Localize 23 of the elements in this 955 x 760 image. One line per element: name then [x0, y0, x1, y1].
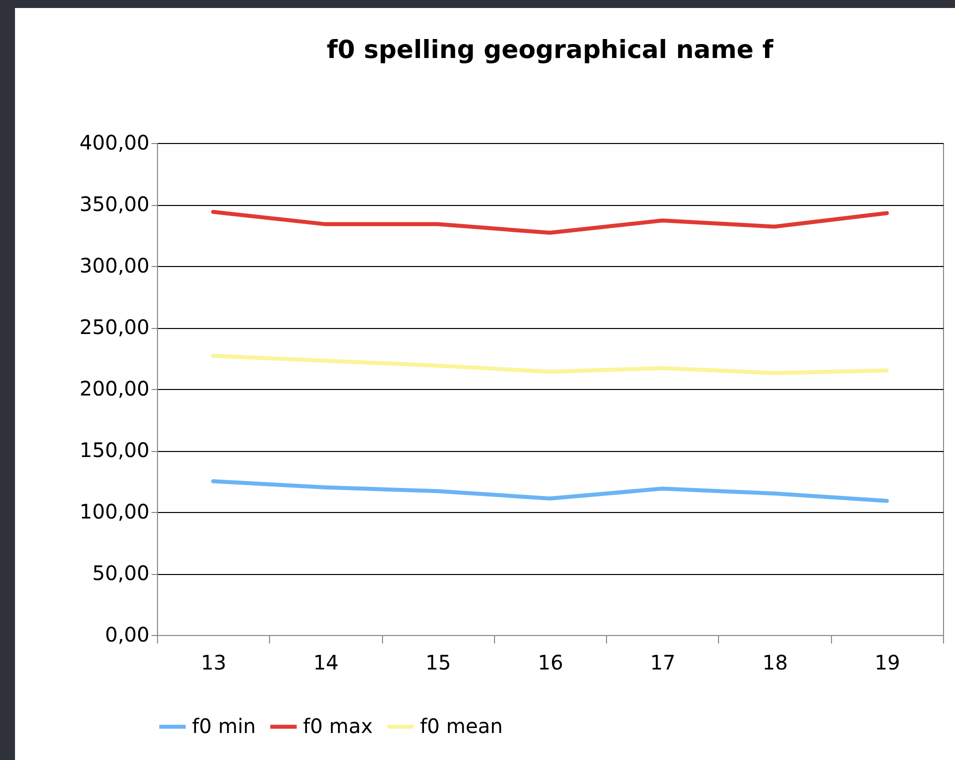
y-tick-label: 50,00 [92, 561, 150, 585]
x-tick-label: 16 [538, 650, 564, 674]
line-series [211, 354, 889, 376]
y-tick-label: 150,00 [80, 438, 150, 462]
chart-title: f0 spelling geographical name f [326, 35, 774, 64]
y-tick-label: 400,00 [80, 130, 150, 154]
x-tick-label: 18 [762, 650, 788, 674]
y-tick-label: 0,00 [104, 622, 150, 646]
x-tick-label: 19 [874, 650, 900, 674]
y-tick-label: 100,00 [80, 500, 150, 524]
y-tick-label: 350,00 [80, 192, 150, 216]
x-tick-label: 13 [200, 650, 226, 674]
line-series [211, 210, 889, 235]
x-tick-label: 15 [425, 650, 451, 674]
legend-label: f0 min [192, 714, 256, 738]
y-tick-label: 300,00 [80, 254, 150, 278]
x-tick-label: 14 [313, 650, 339, 674]
y-tick-label: 250,00 [80, 315, 150, 339]
y-tick-label: 200,00 [80, 376, 150, 400]
legend-label: f0 mean [420, 714, 503, 738]
line-series [211, 479, 889, 503]
x-tick-label: 17 [650, 650, 676, 674]
legend-label: f0 max [303, 714, 373, 738]
